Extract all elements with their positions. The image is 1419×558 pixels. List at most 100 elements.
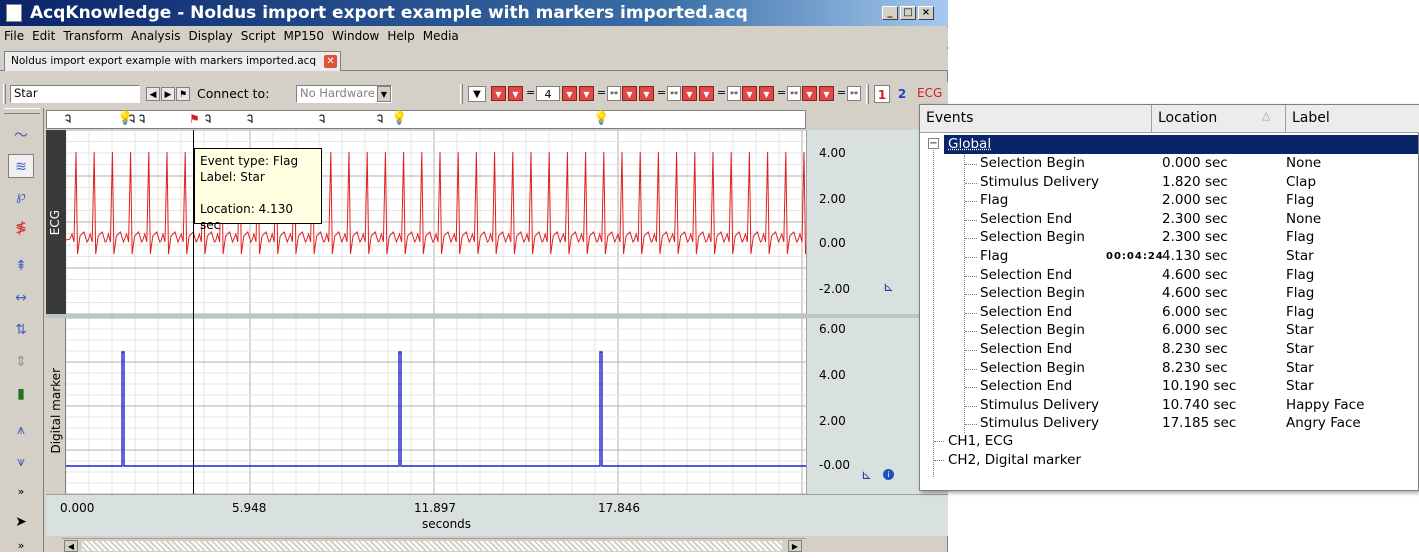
- marker-plot-area[interactable]: [66, 318, 806, 494]
- menu-display[interactable]: Display: [185, 27, 237, 43]
- menu-transform[interactable]: Transform: [59, 27, 127, 43]
- event-name[interactable]: Selection End: [980, 378, 1072, 397]
- event-name[interactable]: Stimulus Delivery: [980, 174, 1099, 193]
- autoscale-icon[interactable]: ⊾: [861, 468, 872, 483]
- event-name[interactable]: Selection Begin: [980, 360, 1085, 379]
- measurement-field[interactable]: **: [667, 86, 681, 101]
- event-location[interactable]: 8.230 sec: [1162, 341, 1228, 360]
- autoscale-icon[interactable]: ⊾: [883, 280, 894, 295]
- event-label[interactable]: Clap: [1286, 174, 1316, 193]
- event-location[interactable]: 4.600 sec: [1162, 285, 1228, 304]
- label-column-header[interactable]: Label: [1286, 105, 1419, 133]
- count-down-icon[interactable]: ▼: [562, 86, 577, 101]
- scroll-right-icon[interactable]: ▶: [788, 540, 802, 552]
- channel-node-2[interactable]: CH2, Digital marker: [948, 452, 1081, 471]
- channel-2-button[interactable]: 2: [894, 85, 910, 103]
- marker-label-field[interactable]: Star: [10, 85, 140, 103]
- measure-up-icon[interactable]: ▼: [759, 86, 774, 101]
- measurement-field[interactable]: **: [607, 86, 621, 101]
- more-tools-chevron-icon[interactable]: »: [8, 480, 34, 504]
- event-location[interactable]: 2.300 sec: [1162, 229, 1228, 248]
- marker-options-icon[interactable]: ⚑: [176, 87, 190, 101]
- peak-detect-icon[interactable]: ⩚: [8, 418, 34, 442]
- channel-node-1[interactable]: CH1, ECG: [948, 433, 1013, 452]
- event-name[interactable]: Stimulus Delivery: [980, 397, 1099, 416]
- event-marker-icon[interactable]: Ꮈ: [65, 113, 71, 127]
- event-label[interactable]: Star: [1286, 360, 1314, 379]
- event-name[interactable]: Selection Begin: [980, 322, 1085, 341]
- event-label[interactable]: Flag: [1286, 267, 1314, 286]
- event-label[interactable]: Angry Face: [1286, 415, 1361, 434]
- menu-analysis[interactable]: Analysis: [127, 27, 184, 43]
- measure-down-icon[interactable]: ▼: [682, 86, 697, 101]
- scrollbar-track[interactable]: [82, 541, 782, 551]
- event-location[interactable]: 8.230 sec: [1162, 360, 1228, 379]
- measure-down-icon[interactable]: ▼: [622, 86, 637, 101]
- measure-down-icon[interactable]: ▼: [742, 86, 757, 101]
- autoscale-waves-icon[interactable]: ⇞: [8, 254, 34, 278]
- autoscale-horizontal-icon[interactable]: ↔: [8, 286, 34, 310]
- event-label[interactable]: Flag: [1286, 229, 1314, 248]
- channel-1-button[interactable]: 1: [874, 85, 890, 103]
- event-location[interactable]: 1.820 sec: [1162, 174, 1228, 193]
- event-marker-icon[interactable]: Ꮈ: [319, 113, 325, 127]
- menu-window[interactable]: Window: [328, 27, 383, 43]
- measure-up-icon[interactable]: ▼: [639, 86, 654, 101]
- measurement-field[interactable]: **: [787, 86, 801, 101]
- info-icon[interactable]: i: [883, 469, 894, 480]
- event-marker-icon[interactable]: Ꮈ: [205, 113, 211, 127]
- event-location[interactable]: 0.000 sec: [1162, 155, 1228, 174]
- menu-file[interactable]: File: [0, 27, 28, 43]
- event-label[interactable]: None: [1286, 211, 1321, 230]
- event-label[interactable]: Flag: [1286, 304, 1314, 323]
- maximize-button[interactable]: □: [900, 6, 916, 20]
- menu-mp150[interactable]: MP150: [280, 27, 329, 43]
- scroll-left-icon[interactable]: ◀: [64, 540, 78, 552]
- minimize-button[interactable]: _: [882, 6, 898, 20]
- event-name[interactable]: Selection End: [980, 211, 1072, 230]
- multi-peak-icon[interactable]: ⩛: [8, 450, 34, 474]
- event-marker-icon[interactable]: Ꮈ: [247, 113, 253, 127]
- close-button[interactable]: ×: [918, 6, 934, 20]
- event-name[interactable]: Stimulus Delivery: [980, 415, 1099, 434]
- event-label[interactable]: None: [1286, 155, 1321, 174]
- event-label[interactable]: Star: [1286, 378, 1314, 397]
- close-tab-icon[interactable]: ✕: [324, 55, 337, 68]
- prev-marker-icon[interactable]: ◀: [146, 87, 160, 101]
- count-up-icon[interactable]: ▼: [579, 86, 594, 101]
- event-location[interactable]: 17.185 sec: [1162, 415, 1236, 434]
- event-marker-icon[interactable]: Ꮈ: [129, 113, 135, 127]
- event-marker-icon[interactable]: Ꮈ: [377, 113, 383, 127]
- hardware-dropdown-icon[interactable]: ▼: [377, 86, 391, 102]
- event-name[interactable]: Selection End: [980, 304, 1072, 323]
- event-label[interactable]: Happy Face: [1286, 397, 1364, 416]
- scale-up-icon[interactable]: ▼: [508, 86, 523, 101]
- pointer-tool-icon[interactable]: ➤: [8, 510, 34, 534]
- event-name[interactable]: Selection Begin: [980, 155, 1085, 174]
- event-label[interactable]: Star: [1286, 341, 1314, 360]
- global-node-selection[interactable]: Global: [944, 135, 1418, 154]
- flag-marker-icon[interactable]: ⚑: [189, 112, 200, 126]
- measure-up-icon[interactable]: ▼: [699, 86, 714, 101]
- ecg-plot-area[interactable]: [66, 130, 806, 314]
- event-location[interactable]: 2.300 sec: [1162, 211, 1228, 230]
- menu-edit[interactable]: Edit: [28, 27, 59, 43]
- event-location[interactable]: 4.130 sec: [1162, 248, 1228, 267]
- measurement-field[interactable]: **: [847, 86, 861, 101]
- event-location[interactable]: 6.000 sec: [1162, 304, 1228, 323]
- measurement-field[interactable]: **: [727, 86, 741, 101]
- horizontal-scrollbar[interactable]: ◀ ▶: [62, 538, 806, 552]
- event-label[interactable]: Star: [1286, 248, 1314, 267]
- menu-script[interactable]: Script: [237, 27, 280, 43]
- channel-dropdown-icon[interactable]: ▼: [468, 86, 486, 102]
- event-location[interactable]: 10.190 sec: [1162, 378, 1236, 397]
- event-label[interactable]: Flag: [1286, 192, 1314, 211]
- menu-media[interactable]: Media: [419, 27, 463, 43]
- stacked-waves-icon[interactable]: ≋: [8, 154, 34, 178]
- event-name[interactable]: Selection End: [980, 341, 1072, 360]
- event-location[interactable]: 10.740 sec: [1162, 397, 1236, 416]
- single-wave-icon[interactable]: ℘: [8, 184, 34, 208]
- event-name[interactable]: Selection Begin: [980, 229, 1085, 248]
- scale-down-icon[interactable]: ▼: [491, 86, 506, 101]
- events-column-header[interactable]: Events: [920, 105, 1152, 133]
